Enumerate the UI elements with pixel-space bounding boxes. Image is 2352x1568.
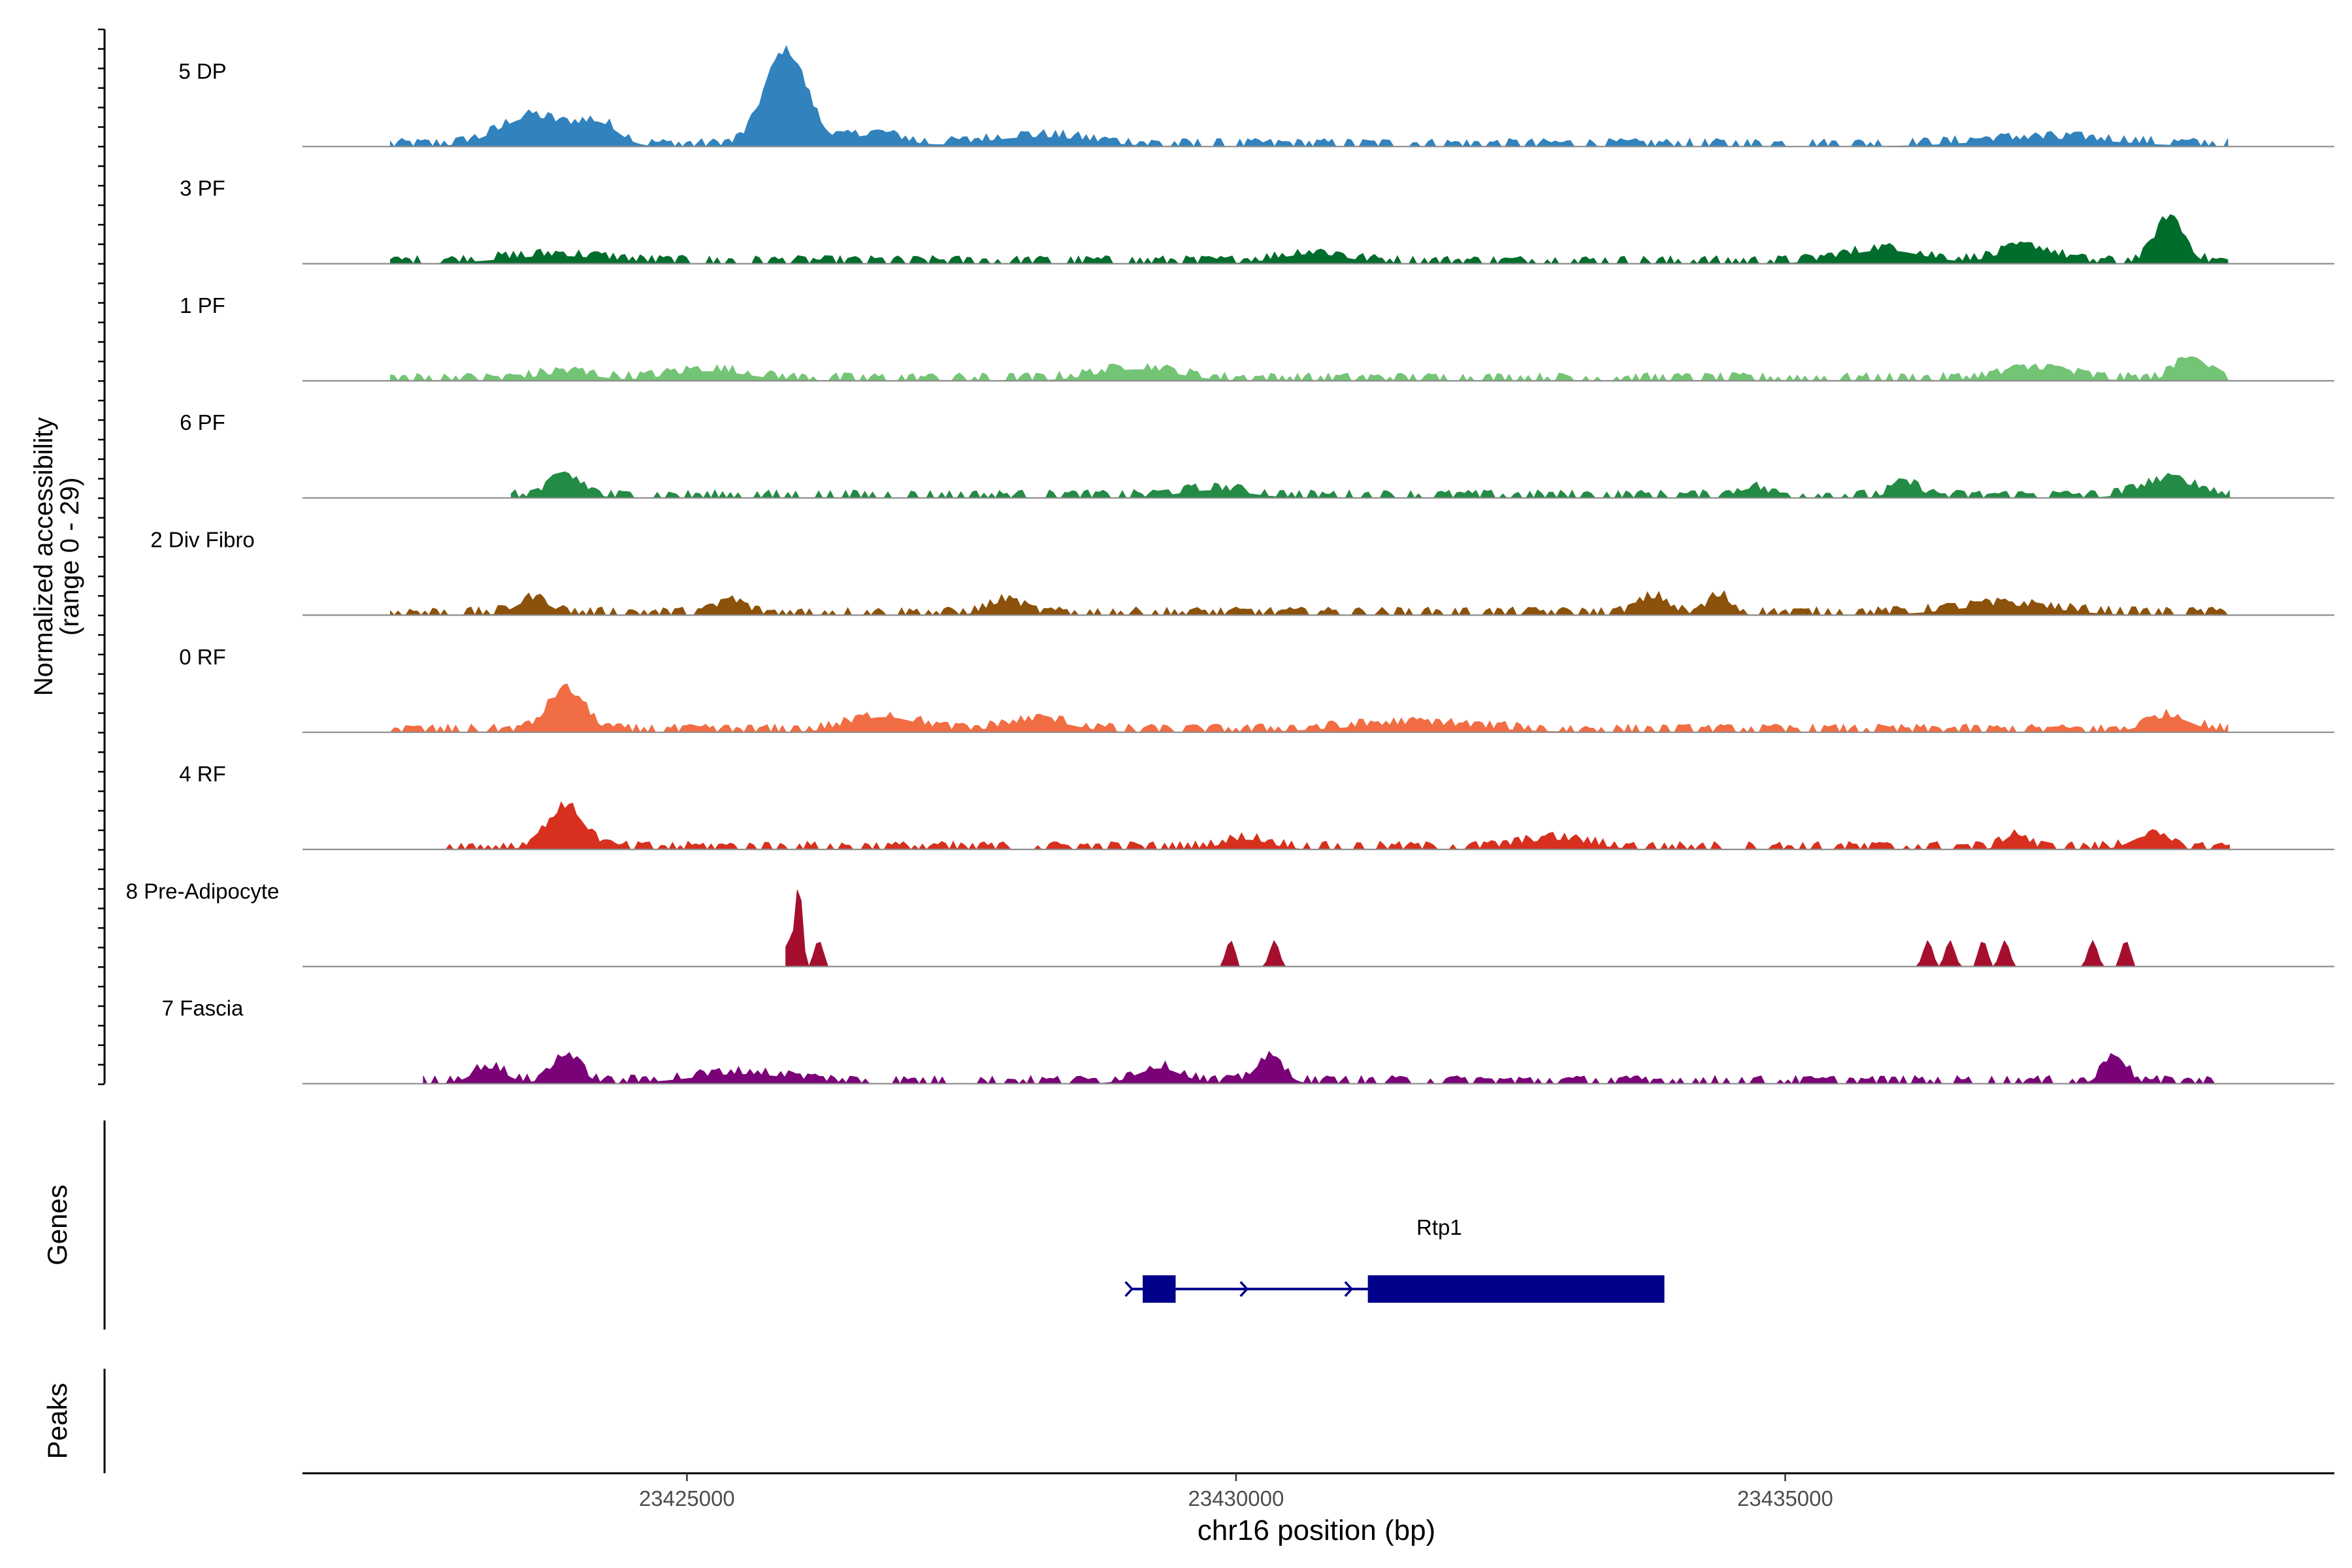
track-7-fascia: 7 Fascia bbox=[162, 996, 2334, 1085]
track-5-dp: 5 DP bbox=[178, 45, 2334, 148]
coverage-area bbox=[510, 471, 2230, 499]
strand-arrow bbox=[1344, 1281, 1354, 1298]
coverage-tracks: 5 DP 3 PF 1 PF 6 PF 2 Div Fibro 0 RF 4 RF 8 Pre… bbox=[126, 45, 2334, 1085]
track-label: 8 Pre-Adipocyte bbox=[126, 879, 280, 903]
strand-arrow bbox=[1124, 1281, 1134, 1298]
track-2-div-fibro: 2 Div Fibro bbox=[150, 528, 2334, 616]
coverage-area bbox=[389, 683, 2229, 733]
track-label: 0 RF bbox=[179, 645, 226, 669]
y-axis-title-line1: Normalized accessibility bbox=[29, 417, 58, 696]
coverage-area bbox=[390, 356, 2229, 382]
gene-exon bbox=[1143, 1275, 1176, 1303]
y-axis-title-line2: (range 0 - 29) bbox=[56, 478, 84, 636]
coverage-area bbox=[390, 45, 2229, 148]
y-axis-title: Normalized accessibility (range 0 - 29) bbox=[29, 417, 84, 696]
track-4-rf: 4 RF bbox=[179, 762, 2334, 851]
coverage-area bbox=[785, 889, 2224, 968]
x-tick-label: 23430000 bbox=[1188, 1486, 1284, 1511]
coverage-area bbox=[423, 1051, 2219, 1085]
coverage-area bbox=[390, 214, 2229, 265]
track-label: 1 PF bbox=[180, 293, 225, 318]
x-tick-label: 23435000 bbox=[1737, 1486, 1833, 1511]
track-1-pf: 1 PF bbox=[180, 293, 2334, 382]
strand-arrow bbox=[1239, 1281, 1249, 1298]
peaks-track-label: Peaks bbox=[42, 1383, 73, 1460]
gene-annotation: Rtp1 bbox=[1124, 1215, 1665, 1303]
genes-track-label: Genes bbox=[42, 1184, 73, 1266]
track-label: 6 PF bbox=[180, 410, 225, 434]
track-label: 2 Div Fibro bbox=[150, 528, 255, 552]
axes: 23425000 23430000 23435000 bbox=[98, 28, 2334, 1511]
coverage-area bbox=[434, 801, 2230, 851]
gene-label: Rtp1 bbox=[1416, 1215, 1462, 1239]
track-0-rf: 0 RF bbox=[179, 645, 2334, 733]
gene-exon bbox=[1367, 1275, 1665, 1303]
x-axis-title: chr16 position (bp) bbox=[1198, 1514, 1435, 1546]
coverage-area bbox=[390, 590, 2229, 616]
track-8-pre-adipocyte: 8 Pre-Adipocyte bbox=[126, 879, 2334, 968]
track-label: 5 DP bbox=[178, 59, 226, 83]
track-label: 3 PF bbox=[180, 176, 225, 201]
track-6-pf: 6 PF bbox=[180, 410, 2334, 499]
track-3-pf: 3 PF bbox=[180, 176, 2334, 265]
track-label: 7 Fascia bbox=[162, 996, 244, 1021]
x-tick-label: 23425000 bbox=[639, 1486, 735, 1511]
track-label: 4 RF bbox=[179, 762, 226, 786]
